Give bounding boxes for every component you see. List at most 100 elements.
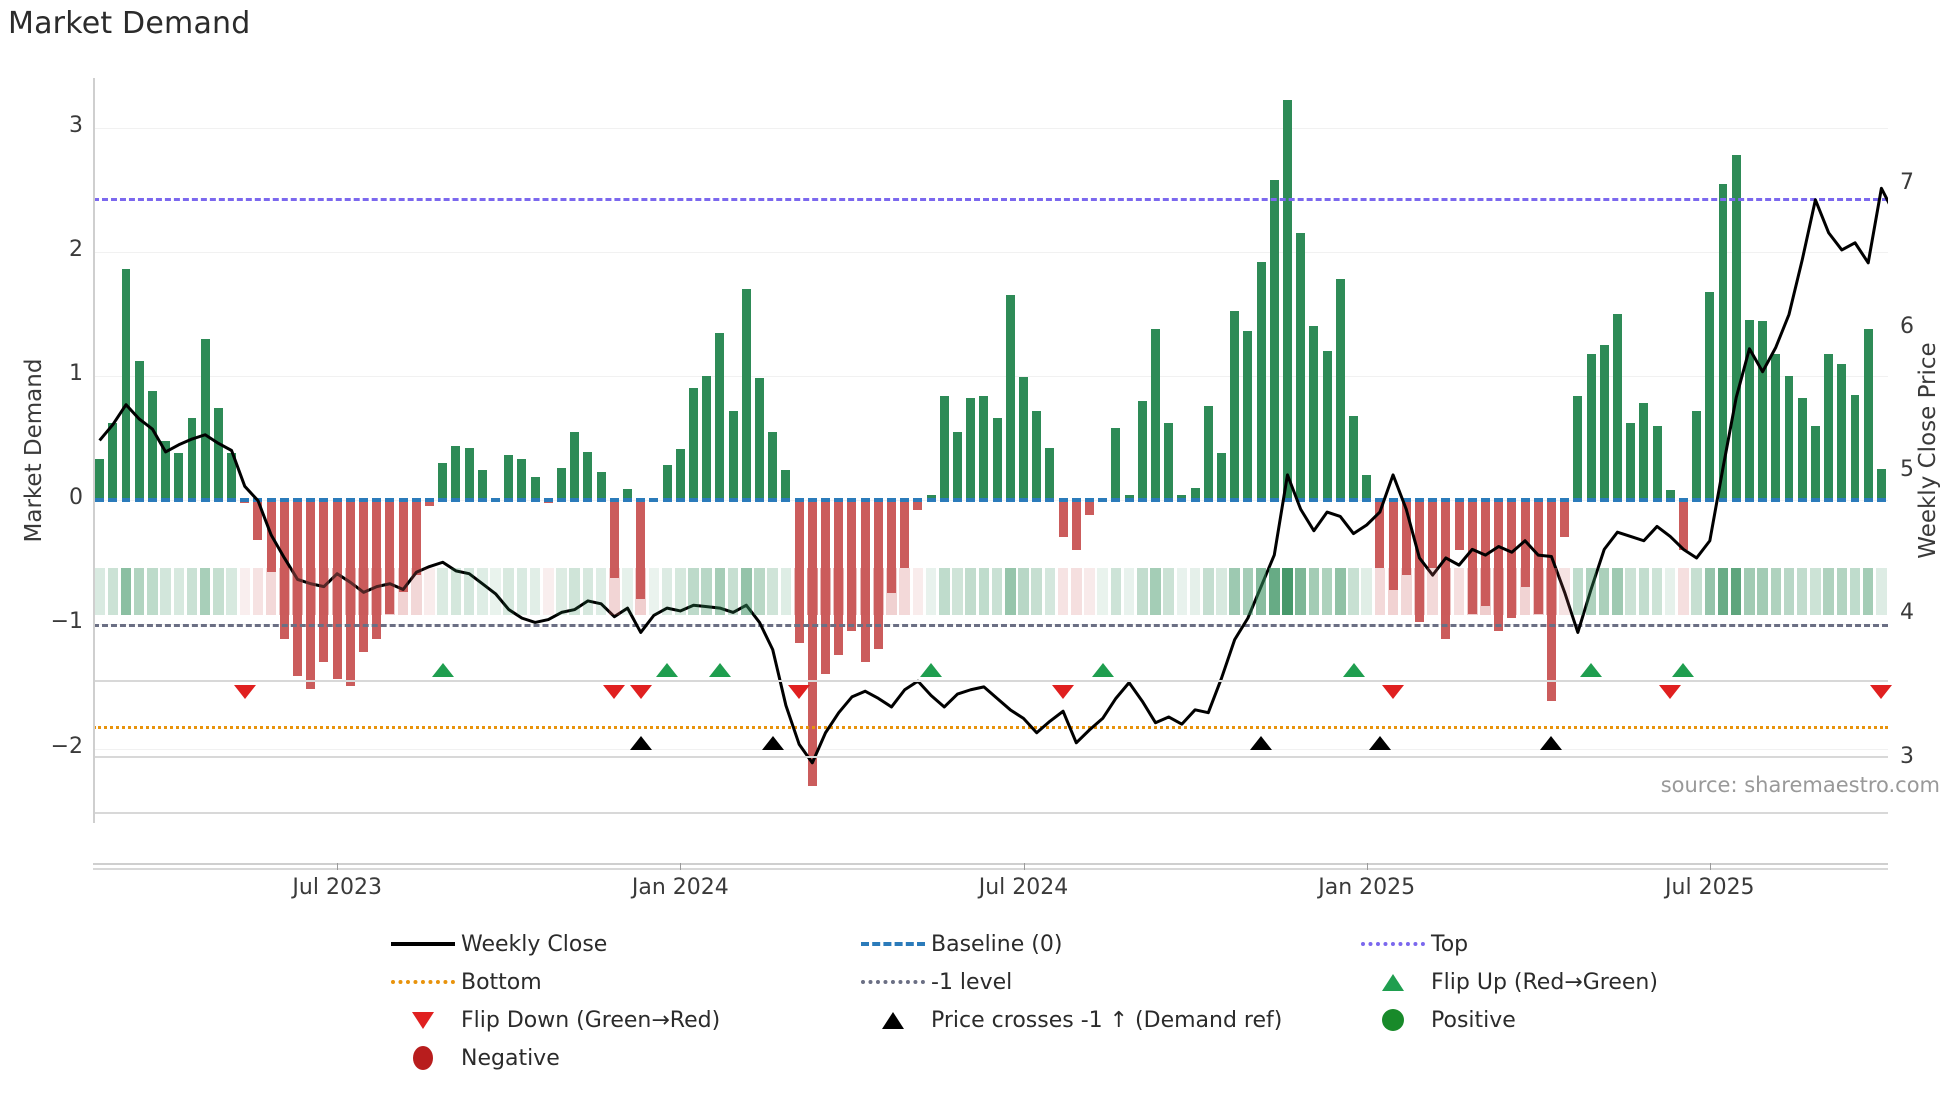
price-cross-marker[interactable] — [1368, 736, 1391, 750]
heat-cell — [1084, 568, 1095, 615]
heat-cell — [661, 568, 673, 615]
demand-bar — [1771, 353, 1781, 501]
heat-cell — [754, 568, 765, 615]
legend-item-circle-red[interactable]: Negative — [385, 1039, 855, 1077]
triangle-up-black-icon — [855, 1011, 931, 1029]
demand-bar — [992, 418, 1002, 501]
price-cross-marker[interactable] — [1250, 736, 1273, 750]
baseline-segment — [1414, 498, 1424, 503]
price-cross-marker[interactable] — [1540, 736, 1563, 750]
flip-down-marker[interactable] — [233, 685, 256, 699]
line-dotted-orange-icon — [385, 980, 461, 984]
heat-cell — [1480, 568, 1491, 615]
baseline-segment — [1375, 498, 1385, 503]
flip-down-marker[interactable] — [603, 685, 626, 699]
heat-cell — [1876, 568, 1887, 615]
flip-up-marker[interactable] — [1091, 663, 1114, 677]
baseline-segment — [596, 498, 606, 503]
demand-bar — [451, 445, 461, 501]
flip-down-marker[interactable] — [1382, 685, 1405, 699]
flip-row-axis — [93, 680, 1888, 682]
baseline-segment — [636, 498, 646, 503]
legend-label: Top — [1431, 931, 1469, 957]
flip-down-marker[interactable] — [1052, 685, 1075, 699]
baseline-segment — [95, 498, 105, 503]
legend-label: Baseline (0) — [931, 931, 1063, 957]
heat-cell — [1717, 568, 1729, 615]
demand-bar — [121, 269, 131, 501]
flip-up-marker[interactable] — [1580, 663, 1602, 677]
heat-cell — [1651, 568, 1663, 615]
legend-item-line-dotted-orange[interactable]: Bottom — [385, 963, 855, 1001]
demand-bar — [1639, 403, 1649, 501]
baseline-segment — [1467, 498, 1477, 503]
demand-bar — [1850, 394, 1860, 501]
demand-bar — [675, 449, 685, 501]
baseline-segment — [504, 498, 514, 503]
flip-down-marker[interactable] — [1659, 685, 1682, 699]
price-cross-marker[interactable] — [629, 736, 652, 750]
flip-down-marker[interactable] — [1870, 685, 1893, 699]
heat-cell — [1097, 568, 1108, 615]
x-tick-label: Jan 2024 — [631, 875, 729, 900]
demand-bar — [161, 440, 171, 501]
demand-bar — [1150, 328, 1160, 501]
heat-cell — [120, 568, 132, 615]
heat-cell — [186, 568, 198, 615]
legend-item-line-dotted-purple[interactable]: Top — [1355, 925, 1775, 963]
baseline-segment — [1876, 498, 1886, 503]
flip-up-marker[interactable] — [1342, 663, 1365, 677]
baseline-segment — [781, 498, 791, 503]
legend-item-triangle-up-black[interactable]: Price crosses -1 ↑ (Demand ref) — [855, 1001, 1355, 1039]
heat-cell — [767, 568, 778, 615]
legend-row: Negative — [385, 1039, 1785, 1077]
flip-up-marker[interactable] — [656, 663, 679, 677]
legend-item-line-dashed-blue[interactable]: Baseline (0) — [855, 925, 1355, 963]
heat-cell — [714, 568, 726, 615]
legend-label: Flip Down (Green→Red) — [461, 1007, 721, 1033]
baseline-segment — [425, 498, 435, 503]
baseline-segment — [1599, 498, 1609, 503]
heat-cell — [477, 568, 488, 615]
baseline-segment — [266, 498, 276, 503]
flip-up-marker[interactable] — [708, 663, 731, 677]
baseline-segment — [1032, 498, 1042, 503]
baseline-segment — [834, 498, 844, 503]
baseline-segment — [1005, 498, 1015, 503]
price-cross-marker[interactable] — [761, 736, 784, 750]
baseline-segment — [1177, 498, 1187, 503]
baseline-segment — [1824, 498, 1834, 503]
heat-cell — [648, 568, 660, 615]
heat-cell — [1796, 568, 1808, 615]
baseline-segment — [1441, 498, 1451, 503]
flip-up-marker[interactable] — [1672, 663, 1695, 677]
legend-item-line-dotted-gray[interactable]: -1 level — [855, 963, 1355, 1001]
baseline-segment — [1296, 498, 1306, 503]
baseline-segment — [372, 498, 382, 503]
baseline-segment — [609, 498, 619, 503]
y-axis-left-title: Market Demand — [21, 358, 47, 543]
legend-item-triangle-down-red[interactable]: Flip Down (Green→Red) — [385, 1001, 855, 1039]
demand-bar — [1058, 500, 1068, 538]
flip-down-marker[interactable] — [788, 685, 811, 699]
baseline-segment — [807, 498, 817, 503]
baseline-segment — [1137, 498, 1147, 503]
baseline-segment — [1494, 498, 1504, 503]
legend-item-triangle-up-green[interactable]: Flip Up (Red→Green) — [1355, 963, 1775, 1001]
heat-cell — [1783, 568, 1795, 615]
baseline-segment — [662, 498, 672, 503]
heat-cell — [397, 568, 409, 615]
heat-cell — [1678, 568, 1689, 615]
legend-item-circle-green[interactable]: Positive — [1355, 1001, 1775, 1039]
legend-item-line-solid-black[interactable]: Weekly Close — [385, 925, 855, 963]
heat-cell — [965, 568, 976, 615]
x-axis-tick — [1023, 863, 1025, 870]
flip-down-marker[interactable] — [629, 685, 652, 699]
triangle-up-green-icon — [1355, 973, 1431, 991]
heat-cell — [1005, 568, 1016, 615]
demand-bar — [1652, 425, 1662, 501]
flip-up-marker[interactable] — [920, 663, 943, 677]
demand-bar — [900, 500, 910, 569]
demand-bar — [187, 418, 197, 501]
flip-up-marker[interactable] — [431, 663, 454, 677]
